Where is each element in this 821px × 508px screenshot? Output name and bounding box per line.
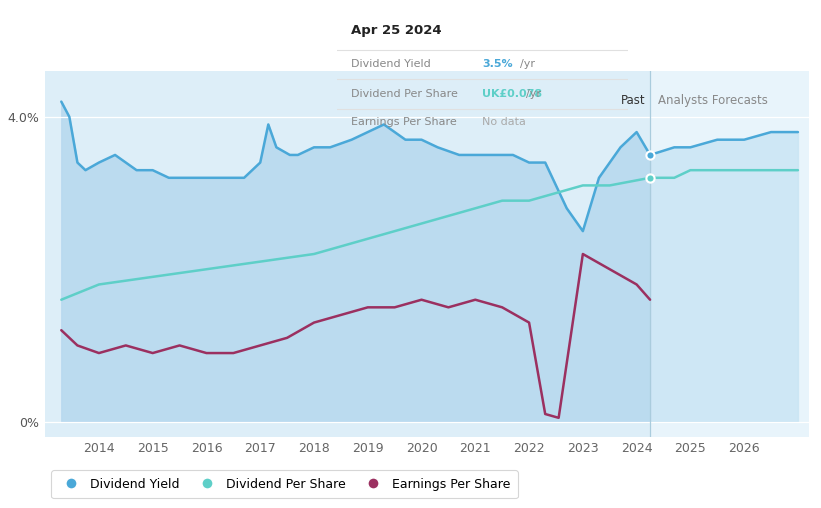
Text: 3.5%: 3.5%	[483, 59, 513, 70]
Text: Dividend Per Share: Dividend Per Share	[351, 89, 458, 100]
Text: Past: Past	[621, 94, 646, 107]
Text: No data: No data	[483, 117, 526, 127]
Text: UK£0.078: UK£0.078	[483, 89, 543, 100]
Bar	[650, 71, 809, 437]
Text: Apr 25 2024: Apr 25 2024	[351, 24, 442, 38]
Text: Earnings Per Share: Earnings Per Share	[351, 117, 457, 127]
Text: /yr: /yr	[521, 59, 535, 70]
Text: /yr: /yr	[526, 89, 541, 100]
Text: Analysts Forecasts: Analysts Forecasts	[658, 94, 768, 107]
Point	[644, 151, 657, 159]
Point	[644, 174, 657, 182]
Legend: Dividend Yield, Dividend Per Share, Earnings Per Share: Dividend Yield, Dividend Per Share, Earn…	[52, 470, 518, 498]
Text: Dividend Yield: Dividend Yield	[351, 59, 431, 70]
